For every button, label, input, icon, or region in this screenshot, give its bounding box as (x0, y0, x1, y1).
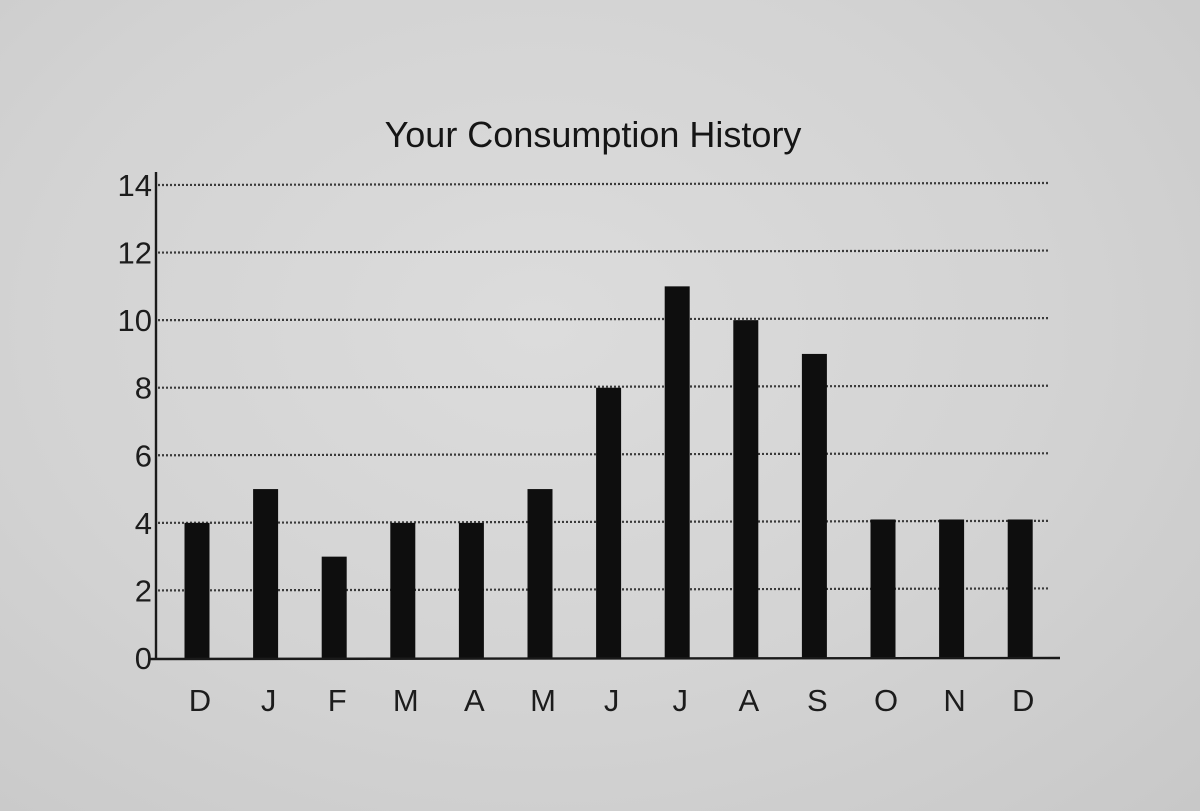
bar-10 (870, 519, 896, 658)
bar-3 (390, 522, 416, 658)
y-tick-label: 0 (135, 641, 152, 676)
x-category-label: M (530, 683, 556, 718)
bar-9 (801, 353, 827, 658)
x-axis-line (149, 656, 1061, 661)
x-category-label: N (943, 683, 965, 718)
x-category-label: F (328, 683, 347, 718)
chart-title: Your Consumption History (385, 114, 802, 155)
x-category-label: A (464, 683, 485, 718)
y-tick-label: 4 (135, 506, 152, 541)
grid-line-12 (157, 249, 1049, 254)
bar-7 (664, 286, 690, 658)
x-category-label: A (738, 683, 759, 718)
x-category-label: S (807, 683, 828, 718)
x-category-label: J (672, 683, 688, 718)
grid-line-14 (157, 181, 1049, 187)
y-tick-label: 12 (118, 236, 152, 271)
y-tick-label: 6 (135, 438, 152, 473)
bar-0 (184, 522, 210, 658)
x-category-label: J (261, 683, 277, 718)
x-category-label: D (1012, 683, 1034, 718)
y-tick-label: 8 (135, 371, 152, 406)
bar-5 (527, 489, 553, 658)
bar-11 (939, 519, 965, 658)
x-category-label: J (604, 683, 620, 718)
grid-line-8 (157, 384, 1049, 389)
x-category-label: D (189, 683, 211, 718)
bar-12 (1007, 519, 1033, 658)
x-category-label: O (874, 683, 898, 718)
y-tick-label: 2 (135, 573, 152, 608)
y-tick-label: 14 (118, 168, 152, 203)
bar-4 (458, 522, 484, 658)
bars (184, 286, 1033, 658)
grid-line-10 (157, 317, 1049, 322)
bar-1 (253, 489, 279, 658)
y-tick-labels: 0 2 4 6 8 10 12 14 (118, 168, 152, 676)
bar-8 (733, 320, 759, 658)
bar-6 (596, 387, 622, 658)
x-category-label: M (393, 683, 419, 718)
y-tick-label: 10 (118, 303, 152, 338)
bar-2 (321, 556, 347, 658)
